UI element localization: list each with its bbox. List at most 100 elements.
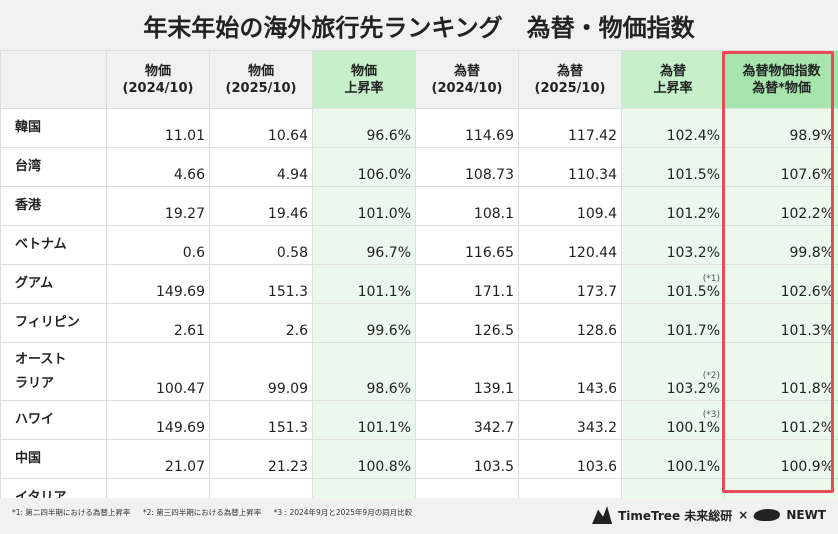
cell-value: 116.65	[465, 245, 514, 261]
cell-value: 149.69	[156, 420, 205, 436]
country-name: 中国	[15, 451, 42, 466]
cell-fx-2025: 103.6	[518, 439, 622, 479]
cell-price-2024: 0.6	[106, 225, 210, 265]
footnote-marker: (*3)	[702, 410, 720, 420]
cell-fx-2025: 120.44	[518, 225, 622, 265]
col-header-price-rate: 物価 上昇率	[312, 50, 416, 109]
newt-brand: NEWT	[786, 508, 826, 522]
cell-value: 100.1%	[666, 420, 720, 436]
cell-price-rate: 106.0%	[312, 147, 416, 187]
cell-price-rate: 101.1%	[312, 264, 416, 304]
footnotes: *1: 第二四半期における為替上昇率 *2: 第三四半期における為替上昇率 *3…	[12, 507, 422, 518]
cell-fx-rate: (*3) 100.1%	[621, 400, 725, 440]
cell-value: 103.2%	[666, 245, 720, 261]
cell-fx-2025: 128.6	[518, 303, 622, 343]
cell-fx-2025: 343.2	[518, 400, 622, 440]
footnote-1: *1: 第二四半期における為替上昇率	[12, 508, 131, 517]
brand-separator: ×	[738, 508, 749, 522]
table-row: ベトナム 0.6 0.58 96.7% 116.65 120.44 103.2% 99.8%	[0, 225, 838, 265]
cell-value: 101.2%	[780, 420, 834, 436]
cell-fx-price-index: 99.8%	[724, 225, 838, 265]
cell-fx-price-index: 100.9%	[724, 439, 838, 479]
footer: *1: 第二四半期における為替上昇率 *2: 第三四半期における為替上昇率 *3…	[0, 498, 838, 534]
cell-fx-price-index: 101.3%	[724, 303, 838, 343]
newt-bird-icon	[752, 509, 783, 521]
cell-price-2025: 10.64	[209, 108, 313, 148]
country-name: 台湾	[15, 159, 42, 174]
cell-fx-2025: 109.4	[518, 186, 622, 226]
data-table-container: 物価 (2024/10) 物価 (2025/10) 物価 上昇率 為替 (2024/10…	[0, 50, 838, 518]
cell-price-2024: 149.69	[106, 264, 210, 304]
col-header-fx-2025: 為替 (2025/10)	[518, 50, 622, 109]
cell-price-2024: 11.01	[106, 108, 210, 148]
cell-fx-rate: 101.2%	[621, 186, 725, 226]
country-name: グアム	[15, 276, 54, 291]
cell-value: 100.47	[156, 381, 205, 397]
cell-price-2024: 4.66	[106, 147, 210, 187]
cell-fx-price-index: 102.2%	[724, 186, 838, 226]
cell-value: 99.8%	[789, 245, 834, 261]
cell-price-2024: 149.69	[106, 400, 210, 440]
timetree-brand: TimeTree 未来総研	[618, 508, 733, 523]
cell-value: 109.4	[576, 206, 617, 222]
data-table: 物価 (2024/10) 物価 (2025/10) 物価 上昇率 為替 (2024/10…	[0, 50, 838, 518]
cell-fx-rate: 100.1%	[621, 439, 725, 479]
cell-value: 21.07	[164, 459, 205, 475]
country-name-line: オースト	[15, 351, 67, 367]
table-row: 韓国 11.01 10.64 96.6% 114.69 117.42 102.4% 98.9%	[0, 108, 838, 148]
cell-price-2024: 2.61	[106, 303, 210, 343]
cell-price-2024: 21.07	[106, 439, 210, 479]
cell-value: 0.6	[182, 245, 205, 261]
cell-value: 143.6	[576, 381, 617, 397]
cell-value: 139.1	[473, 381, 514, 397]
cell-fx-rate: 101.7%	[621, 303, 725, 343]
country-cell: 中国	[0, 439, 107, 479]
cell-value: 2.6	[285, 323, 308, 339]
cell-value: 100.9%	[780, 459, 834, 475]
cell-value: 342.7	[473, 420, 514, 436]
col-header-fx-2024: 為替 (2024/10)	[415, 50, 519, 109]
cell-value: 117.42	[568, 128, 617, 144]
cell-value: 98.9%	[789, 128, 834, 144]
cell-value: 101.7%	[666, 323, 720, 339]
cell-value: 98.6%	[366, 381, 411, 397]
corner-cell	[0, 50, 107, 109]
cell-price-rate: 96.6%	[312, 108, 416, 148]
cell-value: 128.6	[576, 323, 617, 339]
col-header-price-2024: 物価 (2024/10)	[106, 50, 210, 109]
cell-price-rate: 96.7%	[312, 225, 416, 265]
cell-fx-2024: 114.69	[415, 108, 519, 148]
cell-price-2025: 99.09	[209, 342, 313, 401]
cell-value: 101.1%	[357, 284, 411, 300]
cell-value: 103.5	[473, 459, 514, 475]
country-name: ハワイ	[15, 412, 55, 427]
cell-price-2025: 0.58	[209, 225, 313, 265]
cell-value: 2.61	[173, 323, 205, 339]
cell-value: 151.3	[267, 420, 308, 436]
cell-value: 173.7	[576, 284, 617, 300]
cell-fx-2024: 108.73	[415, 147, 519, 187]
cell-fx-rate: 103.2%	[621, 225, 725, 265]
cell-price-2024: 19.27	[106, 186, 210, 226]
cell-value: 103.2%	[666, 381, 720, 397]
country-cell: ハワイ	[0, 400, 107, 440]
cell-value: 100.8%	[357, 459, 411, 475]
cell-value: 101.2%	[666, 206, 720, 222]
cell-price-2025: 151.3	[209, 400, 313, 440]
cell-fx-2024: 103.5	[415, 439, 519, 479]
country-cell: 香港	[0, 186, 107, 226]
cell-fx-2024: 139.1	[415, 342, 519, 401]
footnote-marker: (*2)	[702, 371, 720, 381]
cell-value: 171.1	[473, 284, 514, 300]
cell-fx-price-index: 107.6%	[724, 147, 838, 187]
cell-price-2025: 21.23	[209, 439, 313, 479]
cell-value: 114.69	[465, 128, 514, 144]
cell-value: 101.1%	[357, 420, 411, 436]
cell-value: 108.1	[473, 206, 514, 222]
cell-value: 96.7%	[366, 245, 411, 261]
table-row: グアム 149.69 151.3 101.1% 171.1 173.7 (*1) 101.5%…	[0, 264, 838, 304]
cell-price-2024: 100.47	[106, 342, 210, 401]
cell-value: 101.5%	[666, 284, 720, 300]
cell-value: 103.6	[576, 459, 617, 475]
table-row: フィリピン 2.61 2.6 99.6% 126.5 128.6 101.7% 101.3%	[0, 303, 838, 343]
